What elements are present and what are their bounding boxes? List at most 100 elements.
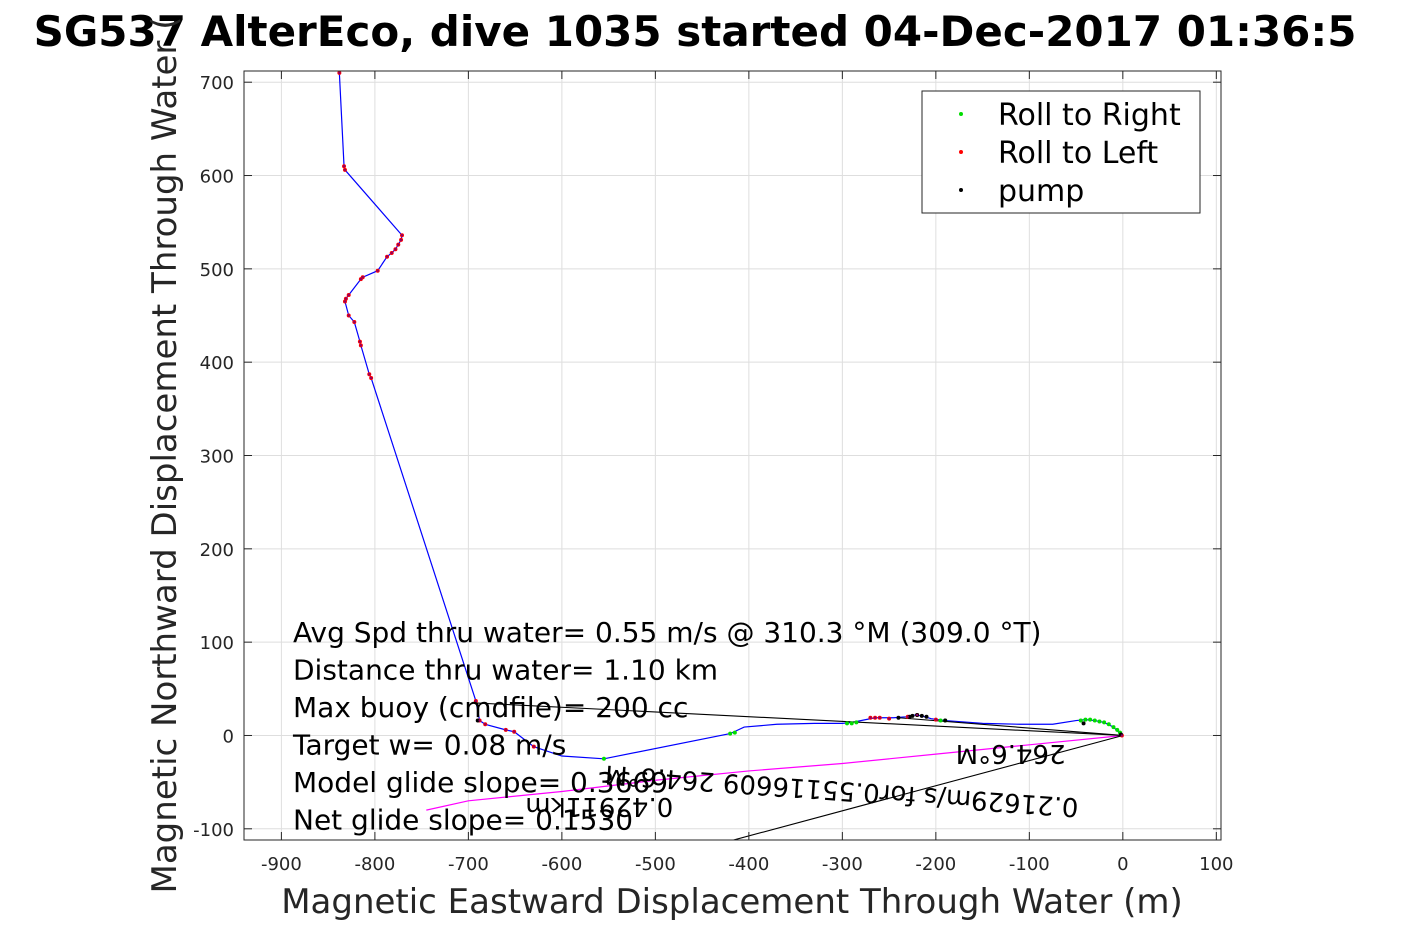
roll-right-point — [728, 731, 733, 736]
y-tick-label: 200 — [200, 540, 234, 561]
roll-left-point-core — [385, 255, 389, 258]
legend-box — [921, 90, 1201, 214]
roll-right-point — [1078, 718, 1083, 723]
roll-left-point-core — [397, 243, 400, 246]
current-drift-line — [426, 734, 1123, 811]
x-tick-label: 100 — [1199, 854, 1233, 875]
roll-right-point — [1083, 717, 1088, 722]
x-tick-label: -900 — [261, 854, 302, 875]
y-tick-label: 500 — [200, 260, 234, 281]
series-layer — [337, 71, 1124, 840]
displacement-vector-line — [731, 734, 1123, 840]
roll-right-point — [1097, 719, 1102, 724]
ticks: -900 -800 -700 -600 -500 -400 -300 -200 -100 0 100… — [193, 71, 1234, 875]
roll-left-point-core — [353, 320, 356, 324]
roll-right-point — [849, 721, 854, 726]
pump-point — [910, 713, 915, 718]
roll-left-point-core — [934, 718, 938, 721]
roll-left-point-core — [368, 373, 371, 376]
stats-annotation-line: Target w= 0.08 m/s — [292, 729, 566, 762]
roll-right-point — [1106, 722, 1111, 727]
roll-left-point-core — [504, 728, 507, 732]
legend-marker — [959, 150, 963, 154]
pump-point — [924, 714, 929, 719]
x-tick-label: -200 — [915, 854, 956, 875]
x-tick-label: 0 — [1117, 854, 1128, 875]
y-axis-label: Magnetic Northward Displacement Through … — [145, 17, 185, 894]
roll-right-point — [1111, 725, 1116, 730]
stats-annotation-line: Avg Spd thru water= 0.55 m/s @ 310.3 °M … — [293, 616, 1041, 649]
roll-left-point-core — [869, 716, 872, 719]
x-tick-label: -400 — [728, 854, 769, 875]
roll-right-point — [938, 718, 943, 723]
roll-left-point-core — [873, 716, 877, 719]
roll-left-point-core — [887, 717, 891, 720]
y-tick-label: -100 — [193, 820, 234, 841]
roll-left-point-core — [915, 713, 919, 717]
roll-left-point-core — [390, 251, 393, 255]
x-tick-label: -600 — [541, 854, 582, 875]
pump-point — [1081, 721, 1086, 726]
legend-label: Roll to Right — [998, 98, 1181, 133]
stats-annotation-line: Max buoy (cmdfile)= 200 cc — [293, 691, 688, 724]
roll-left-point-core — [359, 277, 363, 281]
roll-right-point — [845, 721, 850, 726]
roll-left-point-core — [376, 269, 379, 272]
grid — [244, 71, 1221, 840]
roll-left-point-core — [361, 276, 364, 279]
pump-point — [919, 713, 924, 718]
roll-left-point-core — [878, 716, 881, 719]
legend-label: pump — [998, 174, 1084, 209]
roll-left-point-core — [484, 723, 487, 726]
roll-right-point — [854, 720, 859, 725]
roll-left-point-core — [532, 745, 536, 748]
chart-title: SG537 AlterEco, dive 1035 started 04-Dec… — [34, 7, 1357, 56]
roll-left-point-core — [474, 699, 478, 703]
x-tick-label: -100 — [1009, 854, 1050, 875]
roll-left-point-core — [906, 715, 909, 719]
vector-overlay-label: 264.6°M — [956, 738, 1066, 768]
x-tick-label: -300 — [822, 854, 863, 875]
roll-left-point-core — [369, 376, 373, 380]
x-tick-label: -500 — [635, 854, 676, 875]
y-tick-label: 0 — [223, 726, 234, 747]
vector-overlay-label: 0.42911km — [525, 791, 673, 821]
legend-label: Roll to Left — [998, 136, 1158, 171]
roll-left-point-core — [399, 238, 403, 242]
pump-point — [943, 718, 948, 723]
roll-right-point — [1102, 720, 1107, 725]
x-tick-label: -700 — [448, 854, 489, 875]
y-tick-label: 300 — [200, 447, 234, 468]
legend-marker — [959, 112, 963, 116]
roll-left-point-core — [359, 344, 363, 347]
y-tick-label: 400 — [200, 353, 234, 374]
roll-right-point — [601, 756, 606, 761]
displacement-vector-line — [473, 702, 1123, 737]
roll-left-point-core — [512, 730, 516, 733]
roll-right-point — [1115, 727, 1120, 732]
pump-point — [896, 715, 901, 720]
roll-right-point — [1092, 718, 1097, 723]
roll-left-point-core — [400, 234, 404, 237]
roll-left-point-core — [347, 314, 350, 317]
pump-point — [475, 718, 480, 723]
roll-left-point-core — [1120, 734, 1124, 737]
roll-left-point-core — [342, 164, 346, 168]
y-tick-label: 100 — [200, 633, 234, 654]
roll-left-point-core — [344, 297, 348, 300]
stats-annotation-line: Net glide slope= 0.1530 — [293, 804, 633, 837]
x-axis-label: Magnetic Eastward Displacement Through W… — [281, 882, 1183, 922]
roll-left-point-core — [358, 340, 362, 343]
y-tick-label: 600 — [200, 167, 234, 188]
roll-left-point-core — [394, 248, 397, 251]
stats-annotation-line: Distance thru water= 1.10 km — [293, 654, 718, 687]
roll-left-point-core — [343, 300, 347, 303]
y-tick-label: 700 — [200, 73, 234, 94]
stats-annotations: Avg Spd thru water= 0.55 m/s @ 310.3 °M … — [292, 616, 1041, 837]
legend-marker — [959, 188, 963, 192]
x-tick-label: -800 — [354, 854, 395, 875]
roll-left-point-core — [343, 168, 347, 172]
roll-right-point — [1088, 717, 1093, 722]
